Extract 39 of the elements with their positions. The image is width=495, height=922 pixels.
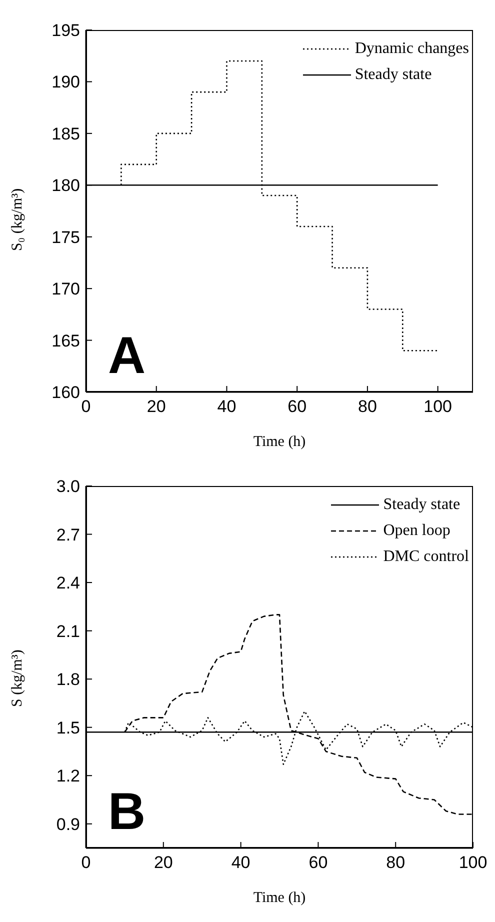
annotation: A: [108, 327, 146, 385]
x-tick-label: 60: [288, 397, 307, 416]
y-tick-label: 2.4: [56, 574, 80, 593]
x-tick-label: 80: [358, 397, 377, 416]
legend-label: Steady state: [383, 496, 460, 514]
x-tick-label: 100: [424, 397, 452, 416]
y-axis-title: S₀ (kg/m³): [9, 188, 26, 251]
x-tick-label: 100: [458, 853, 488, 872]
y-tick-label: 1.2: [56, 766, 80, 786]
x-tick-label: 80: [386, 853, 406, 872]
legend-label: Dynamic changes: [354, 40, 469, 58]
x-tick-label: 20: [146, 397, 166, 416]
x-tick-label: 40: [217, 397, 236, 416]
x-axis-title: Time (h): [253, 890, 306, 906]
y-tick-label: 180: [52, 176, 80, 196]
y-tick-label: 185: [52, 124, 80, 144]
x-tick-label: 0: [81, 853, 91, 872]
y-tick-label: 170: [52, 280, 80, 299]
y-tick-label: 1.8: [56, 670, 80, 690]
y-tick-label: 195: [52, 21, 80, 40]
y-tick-label: 2.1: [56, 622, 80, 641]
x-tick-label: 0: [81, 397, 91, 416]
y-tick-label: 2.7: [56, 525, 80, 544]
annotation: B: [108, 783, 146, 841]
y-tick-label: 190: [52, 72, 80, 92]
x-tick-label: 20: [154, 853, 173, 872]
x-axis-title: Time (h): [253, 434, 306, 450]
x-tick-label: 60: [308, 853, 328, 872]
y-tick-label: 175: [52, 228, 80, 247]
y-tick-label: 165: [52, 331, 80, 350]
x-tick-label: 40: [231, 853, 250, 872]
legend-label: DMC control: [383, 548, 469, 566]
legend-label: Open loop: [383, 522, 450, 540]
y-tick-label: 3.0: [56, 477, 80, 496]
y-tick-label: 0.9: [56, 814, 80, 834]
legend-label: Steady state: [354, 66, 432, 84]
y-tick-label: 1.5: [56, 718, 80, 738]
y-axis-title: S (kg/m³): [9, 650, 26, 707]
y-tick-label: 160: [52, 383, 80, 402]
